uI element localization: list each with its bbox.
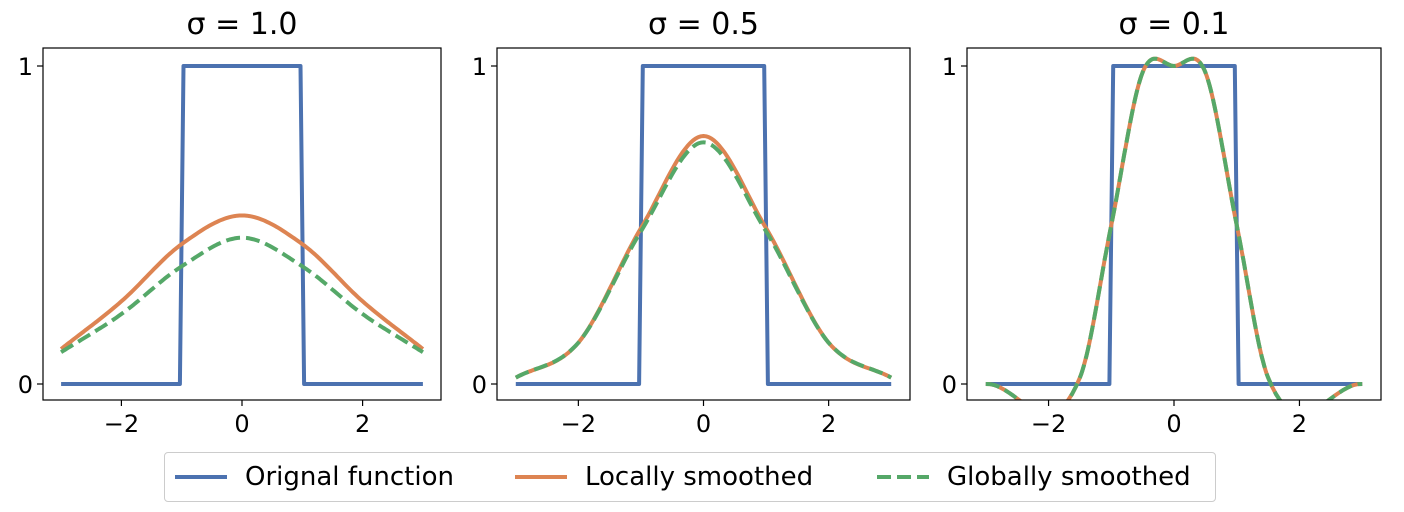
panel-frame (496, 47, 911, 401)
y-tick-label: 0 (472, 371, 487, 399)
legend-item-local: Locally smoothed (515, 453, 813, 501)
legend: Orignal function Locally smoothed Global… (164, 452, 1216, 502)
panel-1: σ = 1.0 −2 0 2 0 1 (18, 7, 442, 438)
x-tick-label: −2 (104, 410, 139, 438)
x-tick-label: 0 (234, 410, 249, 438)
legend-swatch-global (877, 475, 929, 479)
legend-item-original: Orignal function (175, 453, 454, 501)
panel-frame (966, 47, 1382, 401)
x-tick-label: 2 (821, 410, 836, 438)
x-tick-label: −2 (561, 410, 596, 438)
series-local-line (985, 56, 1363, 400)
series-local-line (514, 134, 893, 380)
series-global-line (60, 235, 424, 354)
panel-title: σ = 1.0 (187, 7, 298, 42)
legend-swatch-local (515, 475, 567, 479)
series-original-line (515, 64, 892, 386)
panel-frame (42, 47, 442, 401)
x-tick-label: 2 (1292, 410, 1307, 438)
legend-label-local: Locally smoothed (585, 462, 814, 492)
y-tick-label: 1 (472, 53, 487, 81)
series-global-line (985, 56, 1363, 400)
x-tick-label: −2 (1031, 410, 1066, 438)
y-tick-label: 1 (942, 53, 957, 81)
series-group (514, 64, 893, 386)
panel-title: σ = 0.1 (1119, 7, 1230, 42)
x-tick-label: 2 (355, 410, 370, 438)
panel-2: σ = 0.5 −2 0 2 0 1 (472, 7, 911, 438)
series-group (985, 56, 1363, 400)
legend-item-global: Globally smoothed (877, 453, 1191, 501)
x-tick-label: 0 (1166, 410, 1181, 438)
legend-label-global: Globally smoothed (947, 462, 1191, 492)
y-tick-label: 0 (18, 371, 33, 399)
panel-3: σ = 0.1 −2 0 2 0 1 (942, 7, 1382, 438)
panel-title: σ = 0.5 (648, 7, 759, 42)
series-original-line (61, 64, 423, 386)
series-local-line (59, 213, 425, 351)
legend-swatch-original (175, 475, 227, 479)
series-global-line (514, 140, 893, 380)
y-tick-label: 1 (18, 53, 33, 81)
x-tick-label: 0 (696, 410, 711, 438)
legend-label-original: Orignal function (245, 462, 454, 492)
series-group (59, 64, 425, 386)
series-original-line (985, 64, 1363, 386)
y-tick-label: 0 (942, 371, 957, 399)
